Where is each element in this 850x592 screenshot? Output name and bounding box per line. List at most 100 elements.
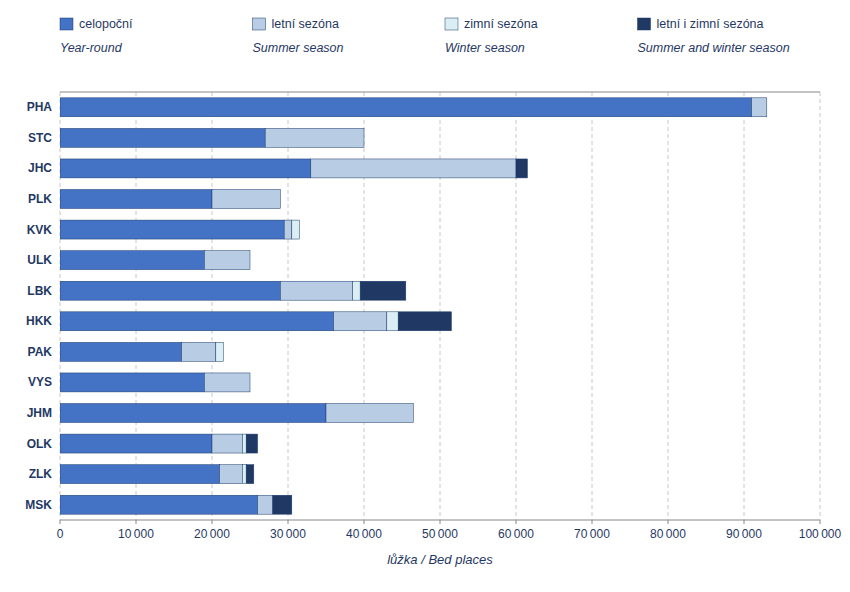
bar-segment [60, 312, 334, 331]
top-border [60, 92, 820, 93]
x-tick-label: 20 000 [194, 527, 230, 541]
x-tick [744, 520, 745, 524]
bar-segment [258, 495, 273, 514]
bar-segment [265, 128, 364, 147]
bar-segment [516, 159, 527, 178]
bar-segment [413, 404, 414, 423]
bar-segment [204, 251, 250, 270]
bar-segment [60, 495, 258, 514]
grid-line [60, 92, 61, 520]
x-tick [820, 520, 821, 524]
chart: 010 00020 00030 00040 00050 00060 00070 … [0, 0, 850, 592]
bar-segment [280, 190, 281, 209]
x-tick-label: 50 000 [422, 527, 458, 541]
legend-swatch [638, 18, 651, 30]
bar-segment [364, 128, 365, 147]
grid-line [516, 92, 517, 520]
x-axis: 010 00020 00030 00040 00050 00060 00070 … [57, 92, 842, 541]
bar-segment [242, 434, 246, 453]
bar-segment [250, 251, 251, 270]
bar-segment [223, 342, 224, 361]
x-tick [136, 520, 137, 524]
legend-swatch [60, 18, 73, 30]
x-tick-label: 0 [57, 527, 64, 541]
x-tick-label: 30 000 [270, 527, 306, 541]
bar-segment [364, 128, 365, 147]
bar-segment [182, 342, 216, 361]
x-tick [212, 520, 213, 524]
series [182, 98, 767, 514]
x-tick [364, 520, 365, 524]
bar-segment [242, 465, 246, 484]
x-tick [288, 520, 289, 524]
bar-segment [766, 98, 767, 117]
bar-segment [250, 373, 251, 392]
x-tick-label: 60 000 [498, 527, 534, 541]
bar-segment [60, 98, 752, 117]
bar-segment [60, 128, 265, 147]
x-tick [592, 520, 593, 524]
bar-segment [60, 373, 204, 392]
bar-segment [60, 190, 212, 209]
bar-segment [204, 373, 250, 392]
bar-segment [60, 465, 220, 484]
grid [60, 92, 820, 520]
bar-segment [220, 465, 243, 484]
x-tick-label: 70 000 [574, 527, 610, 541]
bar-segment [353, 281, 361, 300]
y-tick-label: PHA [27, 100, 53, 114]
legend-sublabel: Summer season [253, 41, 344, 55]
y-tick-label: KVK [27, 223, 53, 237]
legend-label: zimní sezóna [464, 17, 538, 31]
grid-line [820, 92, 821, 520]
bar-segment [212, 190, 280, 209]
legend-swatch [253, 18, 266, 30]
legend-sublabel: Summer and winter season [638, 41, 790, 55]
y-tick-label: PAK [28, 345, 53, 359]
y-tick-label: HKK [26, 314, 52, 328]
x-tick [440, 520, 441, 524]
bar-segment [360, 281, 406, 300]
grid-line [364, 92, 365, 520]
x-tick [516, 520, 517, 524]
x-tick-label: 90 000 [726, 527, 762, 541]
grid-line [592, 92, 593, 520]
bar-segment [250, 251, 251, 270]
bar-segment [284, 220, 292, 239]
bar-segment [398, 312, 451, 331]
y-tick-label: LBK [27, 284, 52, 298]
series [246, 159, 527, 514]
x-tick-label: 40 000 [346, 527, 382, 541]
legend-swatch [445, 18, 458, 30]
y-tick-label: PLK [28, 192, 52, 206]
bar-segment [766, 98, 767, 117]
legend-label: celoроční [79, 17, 133, 31]
bar-segment [246, 465, 254, 484]
x-tick-label: 80 000 [650, 527, 686, 541]
bar-segment [387, 312, 398, 331]
y-tick-label: VYS [28, 375, 52, 389]
y-tick-label: STC [28, 131, 52, 145]
bar-segment [326, 404, 413, 423]
grid-line [212, 92, 213, 520]
bar-segment [280, 281, 352, 300]
bar-segment [60, 251, 204, 270]
x-tick [668, 520, 669, 524]
bar-segment [273, 495, 292, 514]
bar-segment [752, 98, 767, 117]
y-tick-label: JHC [28, 161, 52, 175]
bar-segment [60, 220, 284, 239]
grid-line [440, 92, 441, 520]
bar-segment [60, 281, 280, 300]
bar-segment [60, 404, 326, 423]
y-tick-label: JHM [27, 406, 52, 420]
legend-sublabel: Year-round [60, 41, 123, 55]
series [216, 220, 398, 484]
grid-line [668, 92, 669, 520]
legend: celoроčníYear-roundletní sezónaSummer se… [60, 17, 790, 55]
bar-segment [311, 159, 516, 178]
bar-segment [250, 373, 251, 392]
bar-segment [280, 190, 281, 209]
bar-segment [292, 220, 300, 239]
grid-line [288, 92, 289, 520]
